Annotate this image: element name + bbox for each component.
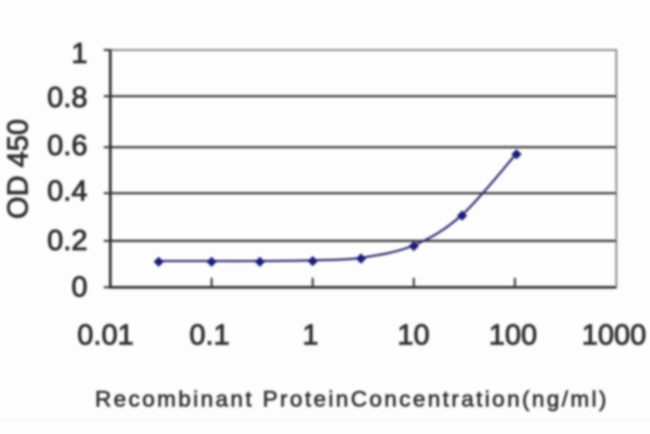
svg-text:100: 100 xyxy=(489,320,537,352)
svg-text:1000: 1000 xyxy=(582,320,647,352)
svg-text:0.2: 0.2 xyxy=(47,225,87,257)
svg-text:1: 1 xyxy=(71,38,87,70)
svg-text:0: 0 xyxy=(71,271,87,303)
svg-text:0.01: 0.01 xyxy=(77,320,133,352)
svg-text:0.8: 0.8 xyxy=(47,82,87,114)
svg-text:0.4: 0.4 xyxy=(47,176,87,208)
svg-text:1: 1 xyxy=(302,320,318,352)
svg-text:10: 10 xyxy=(397,320,429,352)
svg-text:0.1: 0.1 xyxy=(189,320,229,352)
svg-text:0.6: 0.6 xyxy=(47,130,87,162)
svg-text:Recombinant ProteinConcentrati: Recombinant ProteinConcentration(ng/ml) xyxy=(95,387,609,412)
svg-text:OD 450: OD 450 xyxy=(3,119,35,219)
